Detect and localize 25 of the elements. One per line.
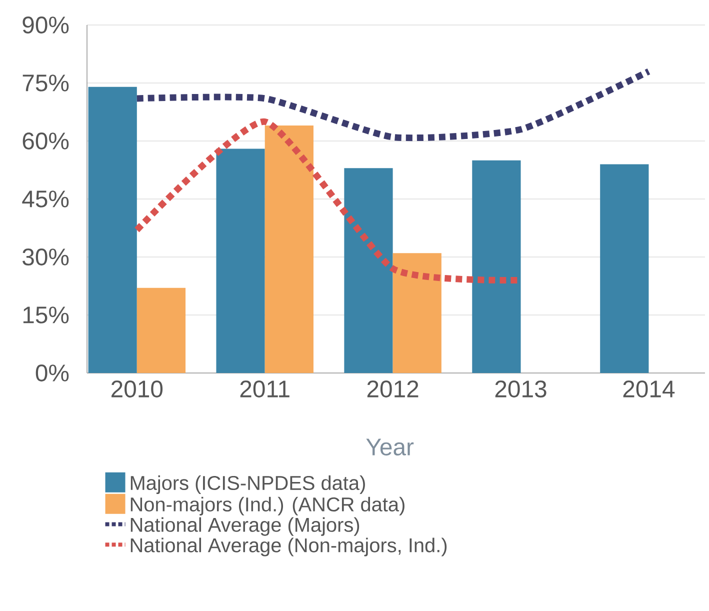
y-tick-label: 60% [22, 132, 69, 150]
x-tick-label: 2011 [240, 380, 290, 398]
bar [344, 168, 393, 373]
y-tick-label: 90% [22, 16, 69, 34]
bar [600, 164, 649, 373]
y-tick-label: 75% [22, 74, 69, 92]
bar [88, 86, 137, 373]
legend-label: National Average (Non-majors, Ind.) [130, 538, 447, 556]
x-tick-label: 2014 [623, 380, 675, 398]
legend-label: National Average (Majors) [130, 517, 360, 536]
legend-label: Non-majors (Ind.) (ANCR data) [130, 496, 404, 516]
y-tick-label: 15% [23, 306, 69, 324]
bar [216, 148, 265, 373]
y-tick-label: 45% [22, 190, 69, 208]
bar [136, 288, 186, 373]
y-tick-label: 0% [36, 364, 69, 382]
x-tick-label: 2010 [112, 380, 163, 398]
x-tick-label: 2012 [367, 380, 418, 398]
legend-label: Majors (ICIS-NPDES data) [130, 475, 365, 494]
bar [472, 160, 521, 373]
bar [264, 126, 314, 373]
bar [392, 253, 442, 373]
x-axis-title: Year [366, 438, 414, 456]
x-tick-label: 2013 [495, 380, 546, 398]
y-tick-label: 30% [22, 248, 69, 266]
